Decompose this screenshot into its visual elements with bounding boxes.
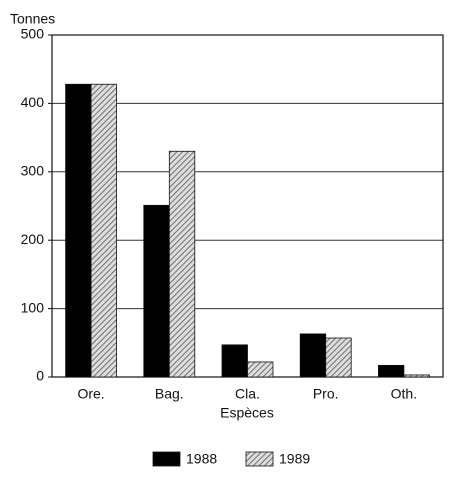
x-tick-label: Oth. <box>391 386 417 402</box>
bar <box>65 83 92 378</box>
x-tick-label: Pro. <box>313 386 339 402</box>
bar <box>403 374 430 378</box>
bar <box>377 364 405 378</box>
y-tick-label: 500 <box>21 26 45 42</box>
legend-swatch <box>245 451 274 467</box>
bar <box>143 204 170 378</box>
x-axis-label: Espèces <box>220 405 274 421</box>
bar <box>90 83 117 378</box>
bar <box>325 337 352 378</box>
bar <box>221 344 248 378</box>
x-tick-label: Bag. <box>155 386 184 402</box>
bar <box>247 361 274 378</box>
x-tick-label: Ore. <box>77 386 104 402</box>
y-tick-label: 400 <box>21 94 45 110</box>
y-axis-label: Tonnes <box>10 11 55 27</box>
bar <box>299 333 327 378</box>
y-tick-label: 0 <box>36 368 44 384</box>
legend-swatch <box>152 451 181 467</box>
legend-label: 1989 <box>279 451 310 467</box>
y-tick-label: 100 <box>21 299 45 315</box>
y-tick-label: 200 <box>21 231 45 247</box>
legend-label: 1988 <box>186 451 217 467</box>
y-tick-label: 300 <box>21 163 45 179</box>
x-tick-label: Cla. <box>235 386 260 402</box>
bar <box>168 150 196 378</box>
